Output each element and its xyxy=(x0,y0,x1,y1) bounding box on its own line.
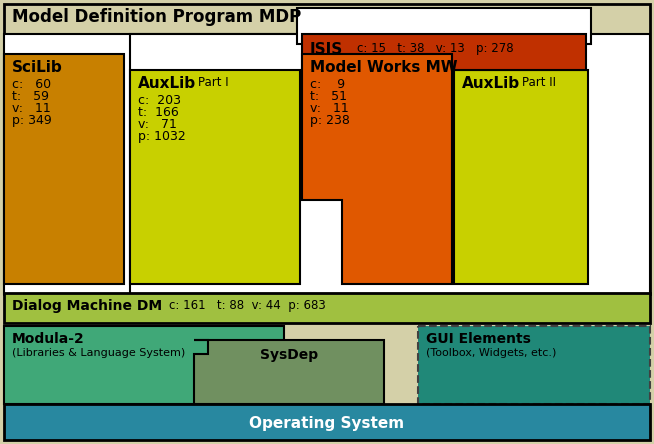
Text: v:   11: v: 11 xyxy=(310,102,349,115)
Bar xyxy=(454,70,588,284)
Text: p: 238: p: 238 xyxy=(310,114,350,127)
Text: v:   11: v: 11 xyxy=(12,102,51,115)
Text: SciLib: SciLib xyxy=(12,60,63,75)
Text: AuxLib: AuxLib xyxy=(462,76,520,91)
Text: AuxLib: AuxLib xyxy=(138,76,196,91)
Text: c: 161   t: 88  v: 44  p: 683: c: 161 t: 88 v: 44 p: 683 xyxy=(169,299,326,312)
Text: p: 349: p: 349 xyxy=(12,114,52,127)
Bar xyxy=(4,34,586,294)
Text: Model Works MW: Model Works MW xyxy=(310,60,458,75)
Text: Part II: Part II xyxy=(522,76,556,89)
Bar xyxy=(418,326,650,404)
Bar xyxy=(302,34,586,70)
Text: Operating System: Operating System xyxy=(249,416,405,431)
Bar xyxy=(4,54,124,284)
Text: t:   59: t: 59 xyxy=(12,90,49,103)
Polygon shape xyxy=(302,54,452,284)
Text: Model Definition Program MDP: Model Definition Program MDP xyxy=(12,8,301,26)
Bar xyxy=(4,326,284,404)
Text: t:  166: t: 166 xyxy=(138,106,179,119)
Bar xyxy=(4,404,650,440)
Bar xyxy=(4,4,650,294)
Text: t:   51: t: 51 xyxy=(310,90,347,103)
Text: GUI Elements: GUI Elements xyxy=(426,332,531,346)
Text: Dialog Machine DM: Dialog Machine DM xyxy=(12,299,162,313)
Polygon shape xyxy=(194,340,384,404)
Text: (Toolbox, Widgets, etc.): (Toolbox, Widgets, etc.) xyxy=(426,348,557,358)
Bar xyxy=(4,293,650,323)
Text: c:  203: c: 203 xyxy=(138,94,181,107)
Text: ISIS: ISIS xyxy=(310,42,343,57)
Text: c:   60: c: 60 xyxy=(12,78,51,91)
Bar xyxy=(130,70,300,284)
Text: SysDep: SysDep xyxy=(260,348,318,362)
Text: Part I: Part I xyxy=(198,76,229,89)
Text: c: 15   t: 38   v: 13   p: 278: c: 15 t: 38 v: 13 p: 278 xyxy=(357,42,513,55)
Bar xyxy=(297,8,591,44)
Text: (Libraries & Language System): (Libraries & Language System) xyxy=(12,348,185,358)
Text: c:    9: c: 9 xyxy=(310,78,345,91)
Text: v:   71: v: 71 xyxy=(138,118,177,131)
Text: p: 1032: p: 1032 xyxy=(138,130,186,143)
Text: Modula-2: Modula-2 xyxy=(12,332,85,346)
Bar xyxy=(130,34,650,294)
